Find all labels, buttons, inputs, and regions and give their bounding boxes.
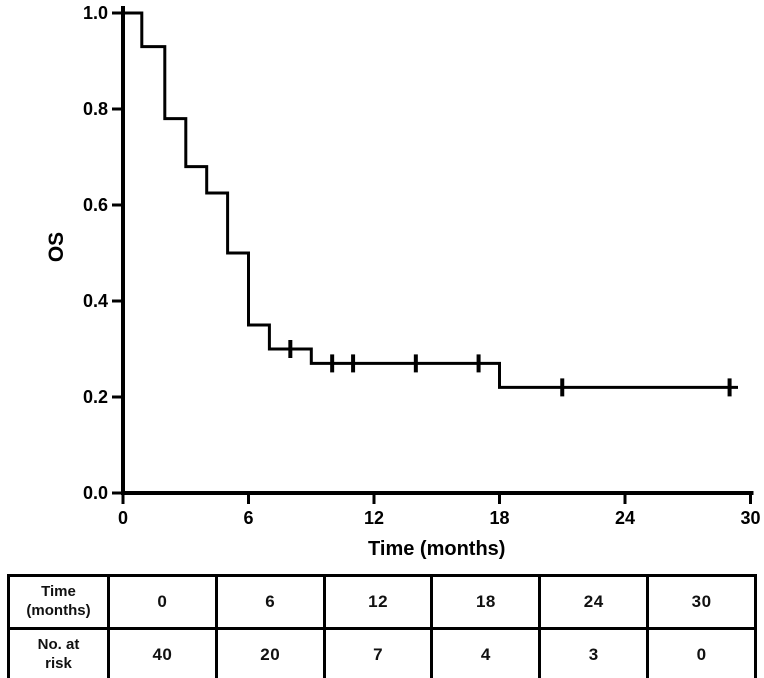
risk-table-cell: 6 — [214, 574, 326, 630]
x-tick-label: 6 — [243, 508, 253, 528]
risk-table-header-time-line2: (months) — [26, 602, 91, 619]
y-tick-label: 0.4 — [83, 291, 108, 311]
survival-chart: 1.0 0.8 0.6 0.4 0.2 0.0 0 6 12 18 24 30 OS Time (mont… — [45, 3, 761, 560]
risk-table-cell: 3 — [538, 627, 650, 678]
risk-table-cell: 30 — [646, 574, 757, 630]
risk-table-header-risk-line2: risk — [45, 655, 72, 672]
risk-table-row-time: Time (months) 0 6 12 18 24 30 — [7, 574, 757, 630]
km-curve — [123, 11, 738, 389]
risk-table-cell: 7 — [322, 627, 434, 678]
number-at-risk-table: Time (months) 0 6 12 18 24 30 No. at ris… — [7, 574, 757, 678]
risk-table-cell: 0 — [107, 574, 218, 630]
risk-table-cell: 18 — [430, 574, 542, 630]
risk-table: Time (months) 0 6 12 18 24 30 No. at ris… — [7, 574, 757, 678]
y-tick-label: 0.6 — [83, 195, 108, 215]
y-tick-label: 0.0 — [83, 483, 108, 503]
y-tick-label: 0.8 — [83, 99, 108, 119]
risk-table-cell: 0 — [646, 627, 757, 678]
x-tick-label: 0 — [118, 508, 128, 528]
y-axis-title: OS — [45, 232, 68, 262]
risk-table-cell: 20 — [214, 627, 326, 678]
risk-table-header-time-line1: Time — [41, 583, 76, 601]
risk-table-header-time: Time (months) — [7, 574, 110, 630]
x-axis-title: Time (months) — [368, 538, 505, 560]
x-tick-label: 12 — [364, 508, 384, 528]
x-tick-label: 24 — [615, 508, 635, 528]
y-tick-label: 0.2 — [83, 387, 108, 407]
risk-table-cell: 12 — [322, 574, 434, 630]
y-tick-label: 1.0 — [83, 3, 108, 23]
risk-table-cell: 40 — [107, 627, 218, 678]
risk-table-header-at-risk: No. at risk — [7, 627, 110, 678]
risk-table-row-at-risk: No. at risk 40 20 7 4 3 0 — [7, 627, 757, 678]
risk-table-header-risk-line1: No. at — [37, 636, 80, 654]
risk-table-cell: 24 — [538, 574, 650, 630]
x-tick-label: 18 — [489, 508, 509, 528]
x-tick-label: 30 — [740, 508, 760, 528]
risk-table-cell: 4 — [430, 627, 542, 678]
